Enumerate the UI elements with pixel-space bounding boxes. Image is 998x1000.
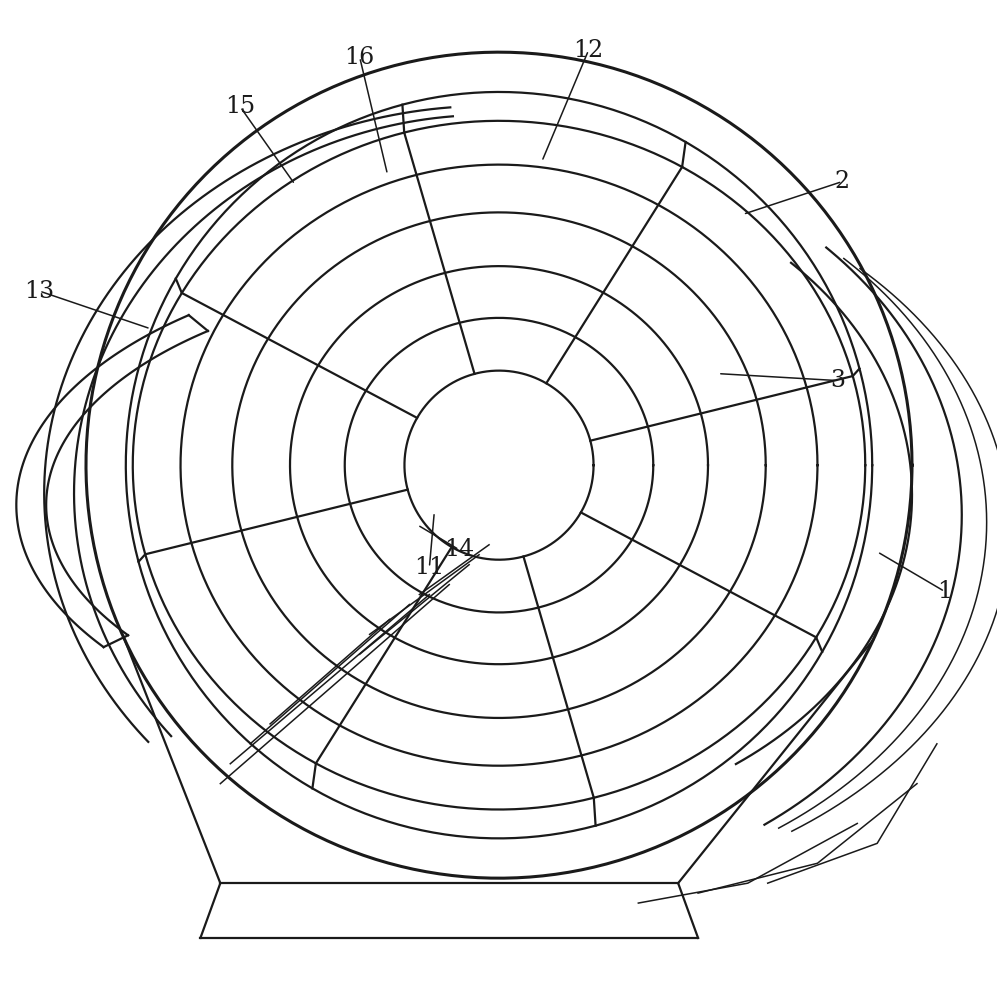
Text: 15: 15 <box>226 95 255 118</box>
Text: 11: 11 <box>414 556 444 579</box>
Text: 1: 1 <box>937 580 952 603</box>
Text: 3: 3 <box>830 369 845 392</box>
Text: 13: 13 <box>24 280 54 303</box>
Text: 2: 2 <box>834 170 850 193</box>
Text: 12: 12 <box>574 39 604 62</box>
Text: 14: 14 <box>444 538 474 561</box>
Text: 16: 16 <box>344 46 375 69</box>
